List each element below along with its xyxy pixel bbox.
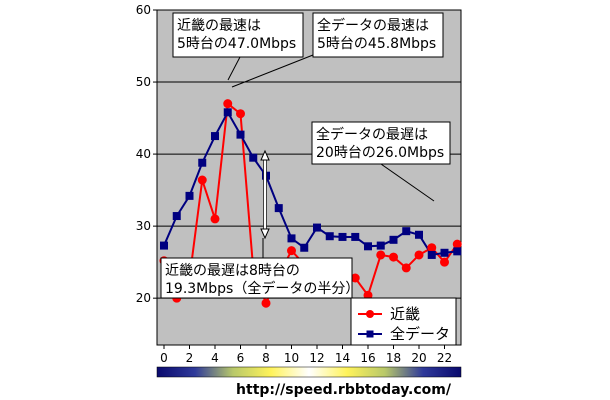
y-tick-label: 60 [136, 3, 151, 17]
y-tick-label: 40 [136, 147, 151, 161]
annotation-text-line: 5時台の45.8Mbps [317, 36, 436, 52]
legend-marker-kinki [366, 310, 374, 318]
kinki-data-point [427, 243, 437, 253]
all-data-point [287, 234, 296, 243]
all-data-point [172, 212, 181, 221]
annotation-text-line: 19.3Mbps（全データの半分） [165, 280, 359, 297]
x-tick-label: 6 [237, 351, 245, 365]
x-tick-label: 16 [360, 351, 375, 365]
time-of-day-gradient-bar [156, 366, 462, 378]
all-data-point [402, 227, 411, 236]
all-data-point [313, 223, 321, 232]
y-tick-label: 20 [136, 291, 151, 305]
annotation-text-line: 近畿の最遅は8時台の [165, 263, 300, 279]
x-tick-label: 2 [186, 351, 194, 365]
x-tick-label: 12 [309, 351, 324, 365]
y-tick-label: 30 [136, 219, 151, 233]
kinki-data-point [210, 214, 220, 224]
y-tick-label: 50 [136, 75, 151, 89]
annotation-box [172, 12, 304, 58]
all-data-point [415, 230, 423, 239]
all-data-point [325, 232, 334, 241]
x-tick-label: 22 [437, 351, 452, 365]
all-data-point [351, 232, 360, 241]
x-tick-label: 8 [262, 351, 270, 365]
annotation-box [160, 257, 353, 299]
all-data-point [364, 242, 372, 251]
all-data-point [274, 204, 283, 213]
annotation-text-line: 全データの最速は [317, 17, 429, 34]
kinki-data-point [401, 263, 411, 273]
x-tick-label: 10 [284, 351, 299, 365]
kinki-data-point [223, 99, 233, 109]
annotation-text-line: 20時台の26.0Mbps [316, 145, 444, 161]
all-data-point [389, 235, 398, 244]
all-data-point [160, 241, 168, 250]
kinki-data-point [414, 250, 424, 260]
annotation-box [312, 12, 444, 58]
comparison-arrow-down-head [260, 228, 270, 240]
all-data-point [427, 250, 436, 259]
legend-label-kinki: 近畿 [390, 305, 420, 323]
annotation-text-line: 5時台の47.0Mbps [177, 36, 296, 52]
callout-leader-line [231, 54, 314, 88]
all-data-point [338, 232, 347, 241]
all-data-point [198, 158, 207, 167]
footer-layer: http://speed.rbbtoday.com/ [236, 382, 452, 398]
all-data-point [249, 153, 258, 162]
kinki-data-point [389, 252, 398, 262]
x-tick-label: 18 [386, 351, 401, 365]
annotation-box [311, 121, 451, 165]
x-tick-label: 20 [411, 351, 426, 365]
all-data-point [211, 132, 219, 141]
annotation-text-line: 全データの最遅は [316, 126, 428, 143]
kinki-data-point [376, 250, 386, 260]
kinki-data-point [452, 239, 462, 249]
comparison-arrow-up-head [260, 149, 270, 161]
callout-leader-line [380, 163, 435, 202]
kinki-data-point [440, 257, 449, 267]
source-url: http://speed.rbbtoday.com/ [236, 382, 452, 398]
kinki-data-point [287, 246, 296, 256]
callout-layer: 近畿の最速は 5時台の47.0Mbps 全データの最速は 5時台の45.8Mbps 全デ… [160, 12, 451, 299]
all-data-point [440, 248, 449, 257]
legend-label-all-data: 全データ [390, 325, 450, 343]
legend-marker-all-data [366, 330, 374, 338]
all-data-point [376, 241, 385, 250]
callout-leader-line [227, 56, 241, 81]
x-tick-label: 0 [160, 351, 168, 365]
x-tick-label: 14 [335, 351, 350, 365]
all-data-point [453, 247, 462, 256]
all-data-point [185, 191, 194, 200]
all-data-point [236, 130, 245, 139]
annotation-text-line: 近畿の最速は [177, 18, 261, 34]
kinki-data-point [197, 175, 207, 185]
kinki-data-point [236, 109, 245, 119]
all-data-point [223, 108, 232, 117]
all-data-point [300, 243, 309, 252]
x-tick-label: 4 [211, 351, 219, 365]
kinki-data-point [261, 298, 271, 308]
